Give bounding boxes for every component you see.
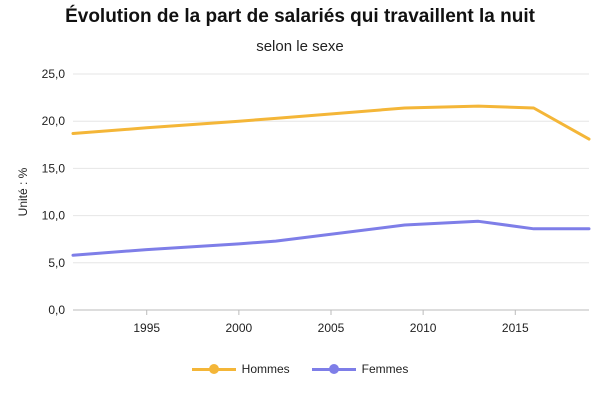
data-point-femmes[interactable]	[583, 223, 595, 235]
data-point-hommes[interactable]	[583, 133, 595, 145]
data-point-femmes[interactable]	[528, 223, 540, 235]
data-point-femmes[interactable]	[67, 249, 79, 261]
data-point-femmes[interactable]	[141, 244, 153, 256]
y-tick-label: 20,0	[42, 114, 66, 128]
data-point-femmes[interactable]	[399, 219, 411, 231]
y-tick-label: 5,0	[48, 256, 65, 270]
y-tick-label: 10,0	[42, 209, 66, 223]
legend-swatch	[191, 363, 236, 374]
y-tick-label: 25,0	[42, 67, 66, 81]
series-line-hommes[interactable]	[71, 104, 591, 141]
legend-label: Femmes	[361, 362, 409, 376]
axes: 0,0 5,0 10,0 15,0 20,0 25,0 1995 2000 2005 2010 20…	[42, 67, 529, 335]
x-tick-label: 2005	[318, 321, 345, 335]
x-tick-label: 1995	[133, 321, 160, 335]
data-point-hommes[interactable]	[67, 127, 79, 139]
y-tick-label: 0,0	[48, 303, 65, 317]
grid-lines	[73, 73, 589, 311]
x-tick-label: 2010	[410, 321, 437, 335]
y-tick-label: 15,0	[42, 161, 66, 175]
data-point-hommes[interactable]	[472, 100, 484, 112]
data-point-femmes[interactable]	[233, 238, 245, 250]
data-point-femmes[interactable]	[270, 235, 282, 247]
legend-marker-icon	[208, 363, 219, 374]
y-axis-title: Unité : %	[16, 167, 30, 216]
chart-title: Évolution de la part de salariés qui tra…	[65, 6, 535, 27]
legend-item-hommes[interactable]: Hommes	[191, 362, 290, 376]
legend-swatch	[311, 363, 356, 374]
legend-item-femmes[interactable]: Femmes	[311, 362, 409, 376]
legend-marker-icon	[328, 363, 339, 374]
series-line-femmes[interactable]	[71, 219, 591, 257]
x-tick-label: 2000	[226, 321, 253, 335]
data-point-hommes[interactable]	[233, 115, 245, 127]
data-point-hommes[interactable]	[528, 102, 540, 114]
data-point-hommes[interactable]	[399, 102, 411, 114]
legend: Hommes Femmes	[0, 362, 600, 376]
x-tick-label: 2015	[502, 321, 529, 335]
data-point-femmes[interactable]	[472, 215, 484, 227]
data-point-hommes[interactable]	[141, 122, 153, 134]
legend-label: Hommes	[241, 362, 290, 376]
data-point-hommes[interactable]	[270, 112, 282, 124]
series-lines	[67, 100, 595, 261]
chart-subtitle: selon le sexe	[256, 38, 344, 55]
